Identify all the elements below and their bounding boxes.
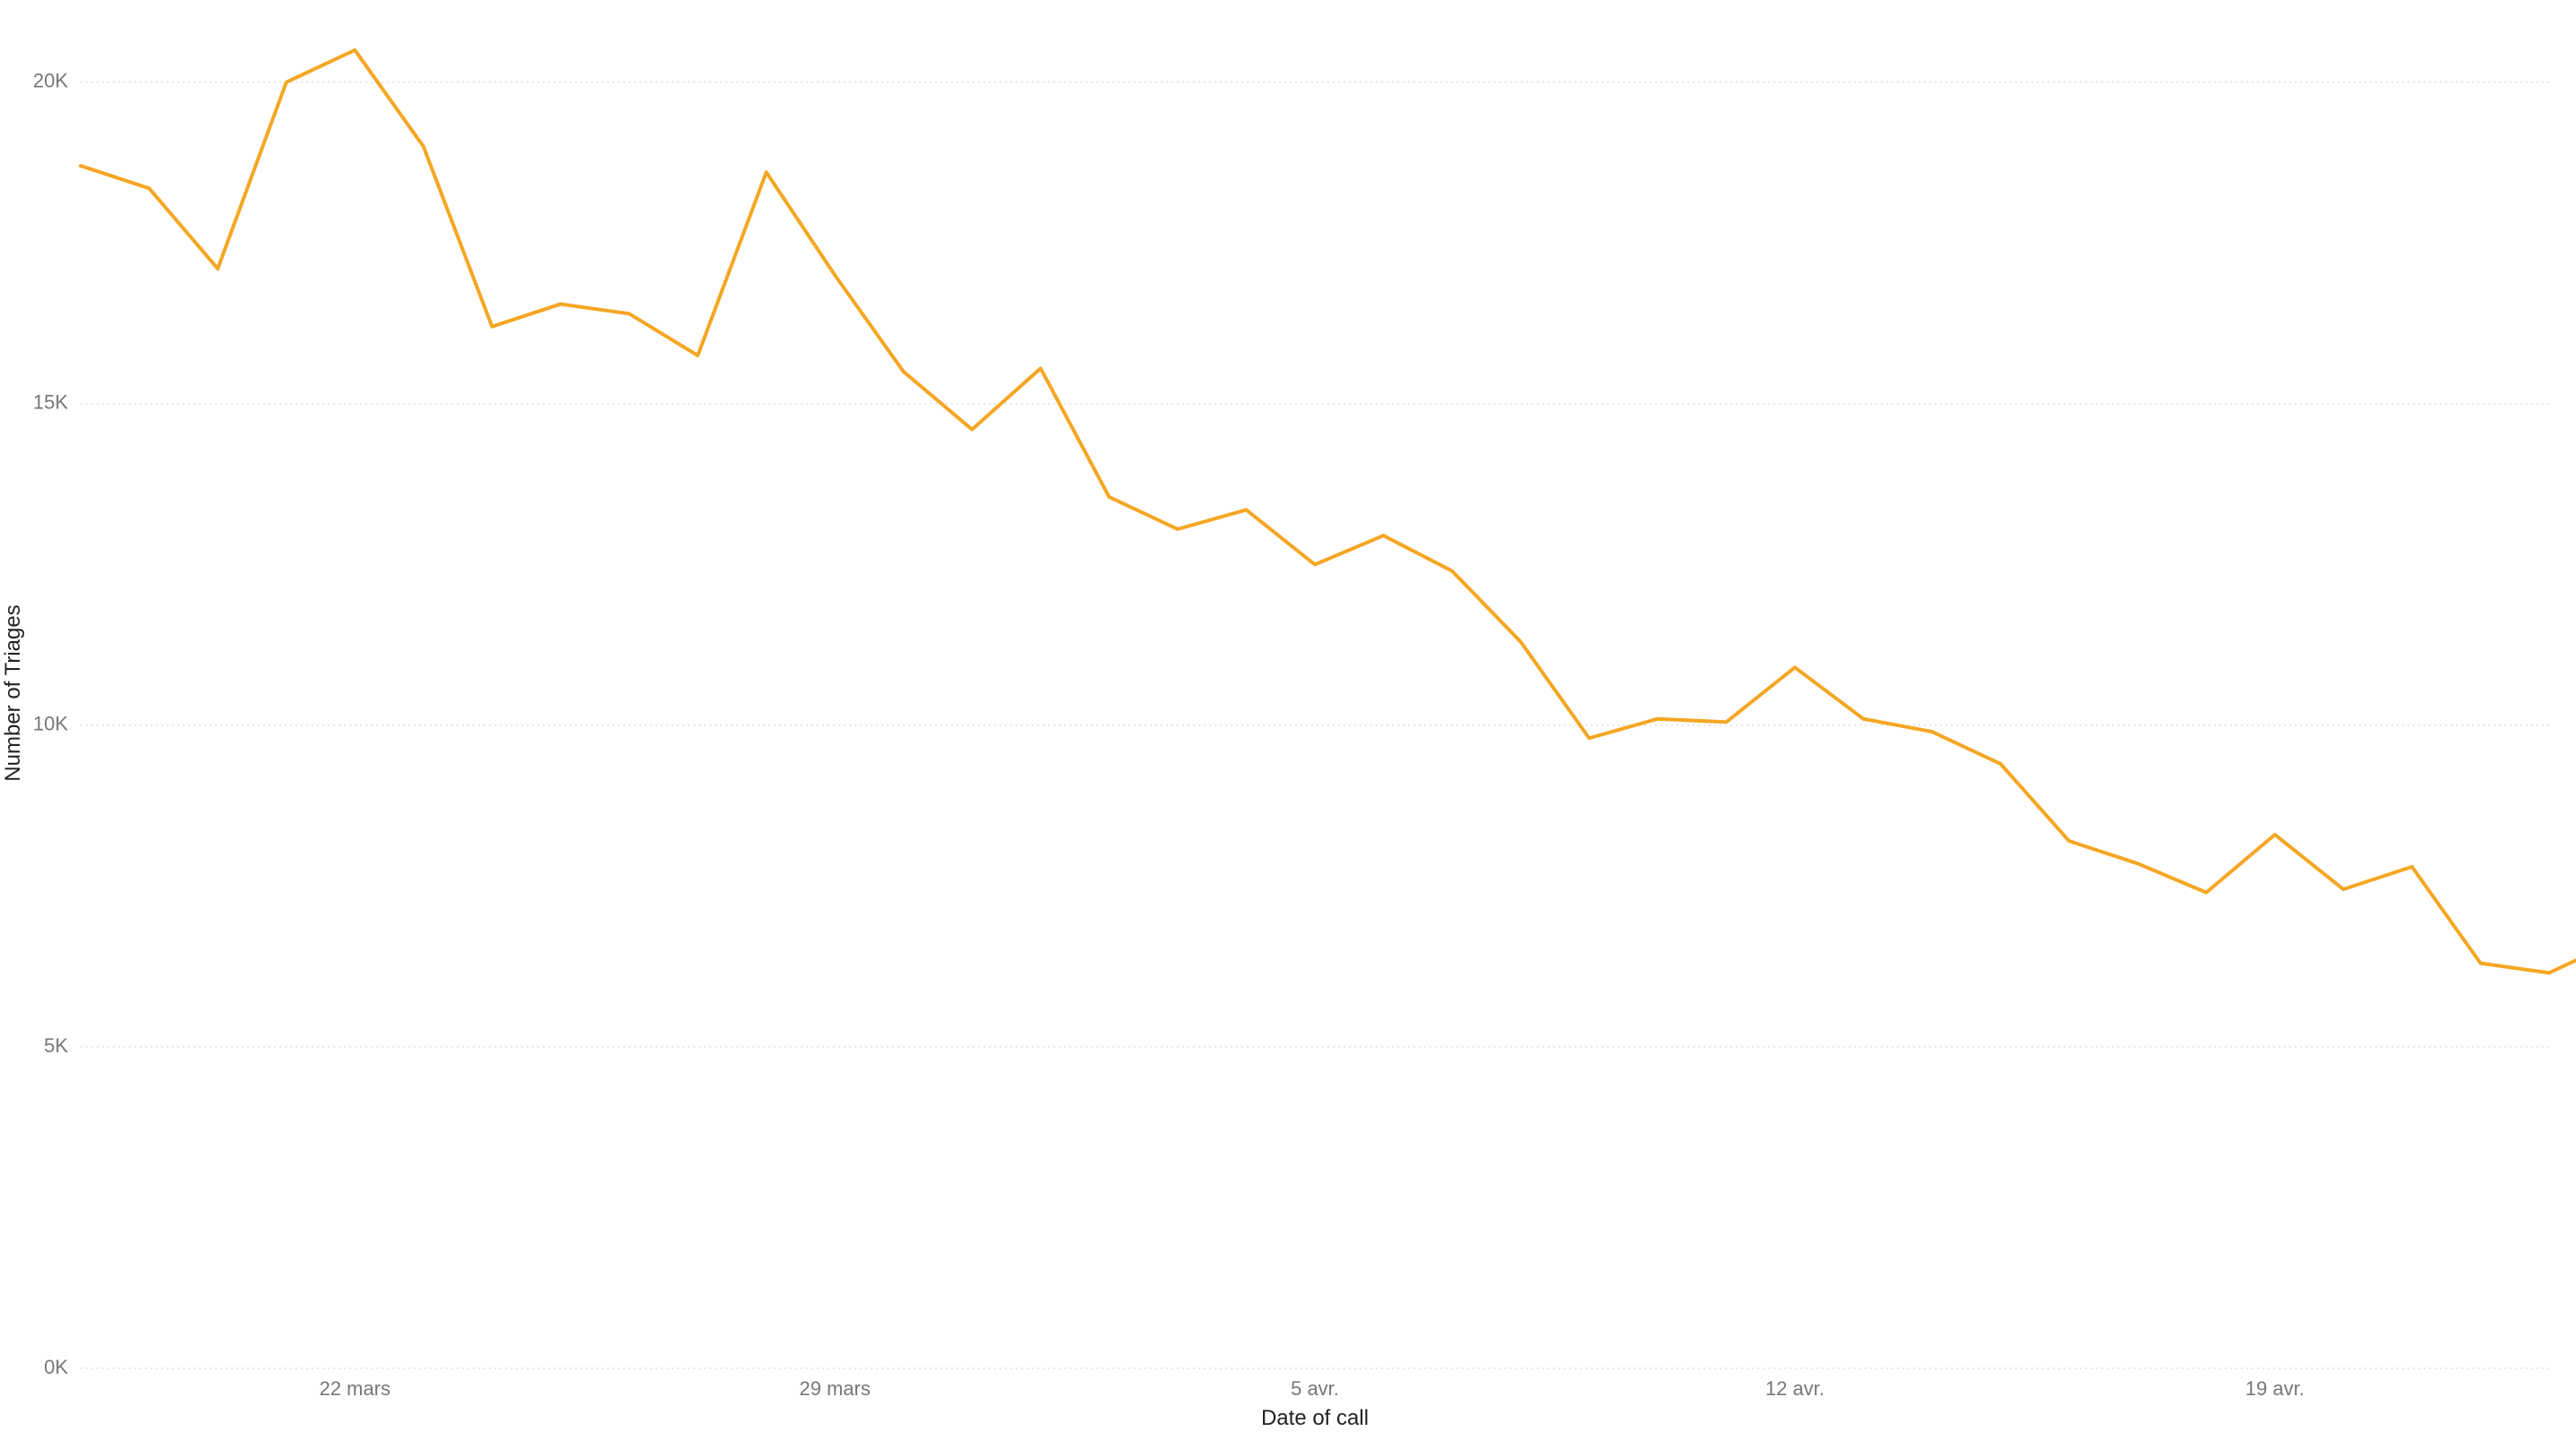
x-tick-label: 29 mars [799, 1377, 870, 1400]
chart-background [0, 0, 2576, 1440]
x-tick-label: 12 avr. [1765, 1377, 1825, 1400]
y-tick-label: 0K [44, 1356, 68, 1378]
chart-svg: 0K 5K 10K 15K 20K 22 mars 29 mars 5 avr. 12 avr.… [0, 0, 2576, 1440]
y-tick-label: 15K [33, 391, 68, 414]
x-tick-label: 5 avr. [1291, 1377, 1339, 1400]
y-tick-label: 10K [33, 713, 68, 735]
line-chart: 0K 5K 10K 15K 20K 22 mars 29 mars 5 avr. 12 avr.… [0, 0, 2576, 1440]
x-tick-label: 19 avr. [2245, 1377, 2305, 1400]
y-axis-title: Number of Triages [1, 604, 25, 781]
x-axis-title: Date of call [1261, 1406, 1369, 1430]
y-tick-label: 5K [44, 1034, 68, 1057]
x-tick-label: 22 mars [319, 1377, 390, 1400]
y-tick-label: 20K [33, 70, 68, 92]
